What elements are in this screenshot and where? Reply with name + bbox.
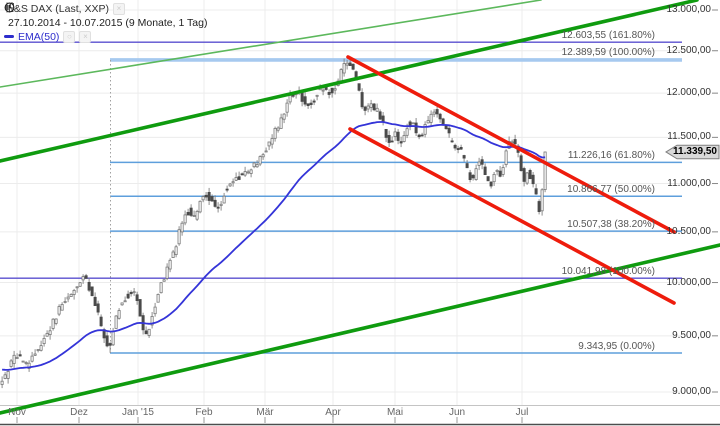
fib-level-label: 9.343,95 (0.00%) [578,341,655,352]
month-label: Jul [515,407,529,418]
remove-instrument-icon[interactable]: × [112,2,125,15]
instrument-row[interactable]: L&S DAX (Last, XXP) × [4,2,207,15]
fib-level-label: 10.866,77 (50.00%) [567,184,655,195]
fib-level-label: 10.507,38 (38.20%) [567,219,655,230]
up-trendline-thin[interactable] [0,0,542,88]
indicator-row[interactable]: EMA(50) ○ × [4,30,207,43]
price-axis-label: 10.500,00 [666,226,712,237]
price-axis-label: 11.500,00 [667,131,711,142]
indicator-close-icon[interactable]: × [79,30,92,43]
chart-legend: L&S DAX (Last, XXP) × 27.10.2014 - 10.07… [4,2,207,44]
price-axis-label: 9.000,00 [672,386,711,397]
last-price-badge: 11.339,50 [673,146,717,157]
fib-level-label: 11.226,16 (61.80%) [567,150,655,161]
month-label: Feb [195,407,213,418]
date-range-label: 27.10.2014 - 10.07.2015 (9 Monate, 1 Tag… [8,16,208,29]
ema-indicator-label: EMA(50) [18,30,60,43]
price-axis-label: 11.000,00 [667,178,711,189]
month-label: Apr [325,407,341,418]
month-label: Mär [256,407,274,418]
month-label: Jun [448,407,466,418]
price-axis-label: 10.000,00 [666,277,712,288]
ema-color-swatch [4,35,14,38]
indicator-settings-icon[interactable]: ○ [63,30,76,43]
clock-icon [4,2,15,13]
down-channel-bottom[interactable] [348,127,676,305]
month-label: Nov [8,407,26,418]
up-channel-bottom[interactable] [0,243,720,415]
down-channel-top[interactable] [346,55,676,234]
candle-wicks [1,58,546,389]
price-axis-label: 12.500,00 [666,45,712,56]
candle-bodies [0,62,547,385]
month-label: Mai [386,407,404,418]
price-axis-label: 13.000,00 [666,4,712,15]
ema50-line[interactable] [2,121,546,371]
fib-level-label: 12.603,55 (161.80%) [561,30,655,41]
instrument-title: L&S DAX (Last, XXP) [8,2,109,15]
month-label: Dez [70,407,88,418]
month-label: Jan '15 [122,407,154,418]
fib-level-label: 12.389,59 (100.00%) [561,47,655,58]
price-axis-label: 12.000,00 [666,87,712,98]
up-channel-top[interactable] [0,0,699,163]
last-price-badge-shape [665,144,720,160]
price-axis-label: 9.500,00 [672,330,711,341]
period-row: 27.10.2014 - 10.07.2015 (9 Monate, 1 Tag… [4,2,208,29]
fib-level-label: 10.041,98 (100.00%) [561,266,655,277]
